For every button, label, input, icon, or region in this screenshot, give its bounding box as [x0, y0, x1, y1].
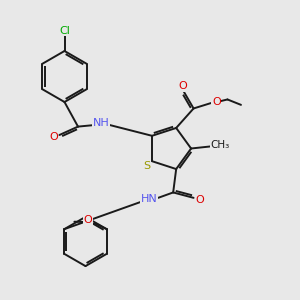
Text: S: S [143, 161, 150, 171]
Text: O: O [196, 195, 205, 205]
Text: NH: NH [93, 118, 110, 128]
Text: O: O [49, 132, 58, 142]
Text: HN: HN [141, 194, 158, 204]
Text: CH₃: CH₃ [211, 140, 230, 150]
Text: Cl: Cl [59, 26, 70, 36]
Text: O: O [212, 97, 221, 106]
Text: O: O [83, 215, 92, 225]
Text: O: O [178, 81, 187, 91]
